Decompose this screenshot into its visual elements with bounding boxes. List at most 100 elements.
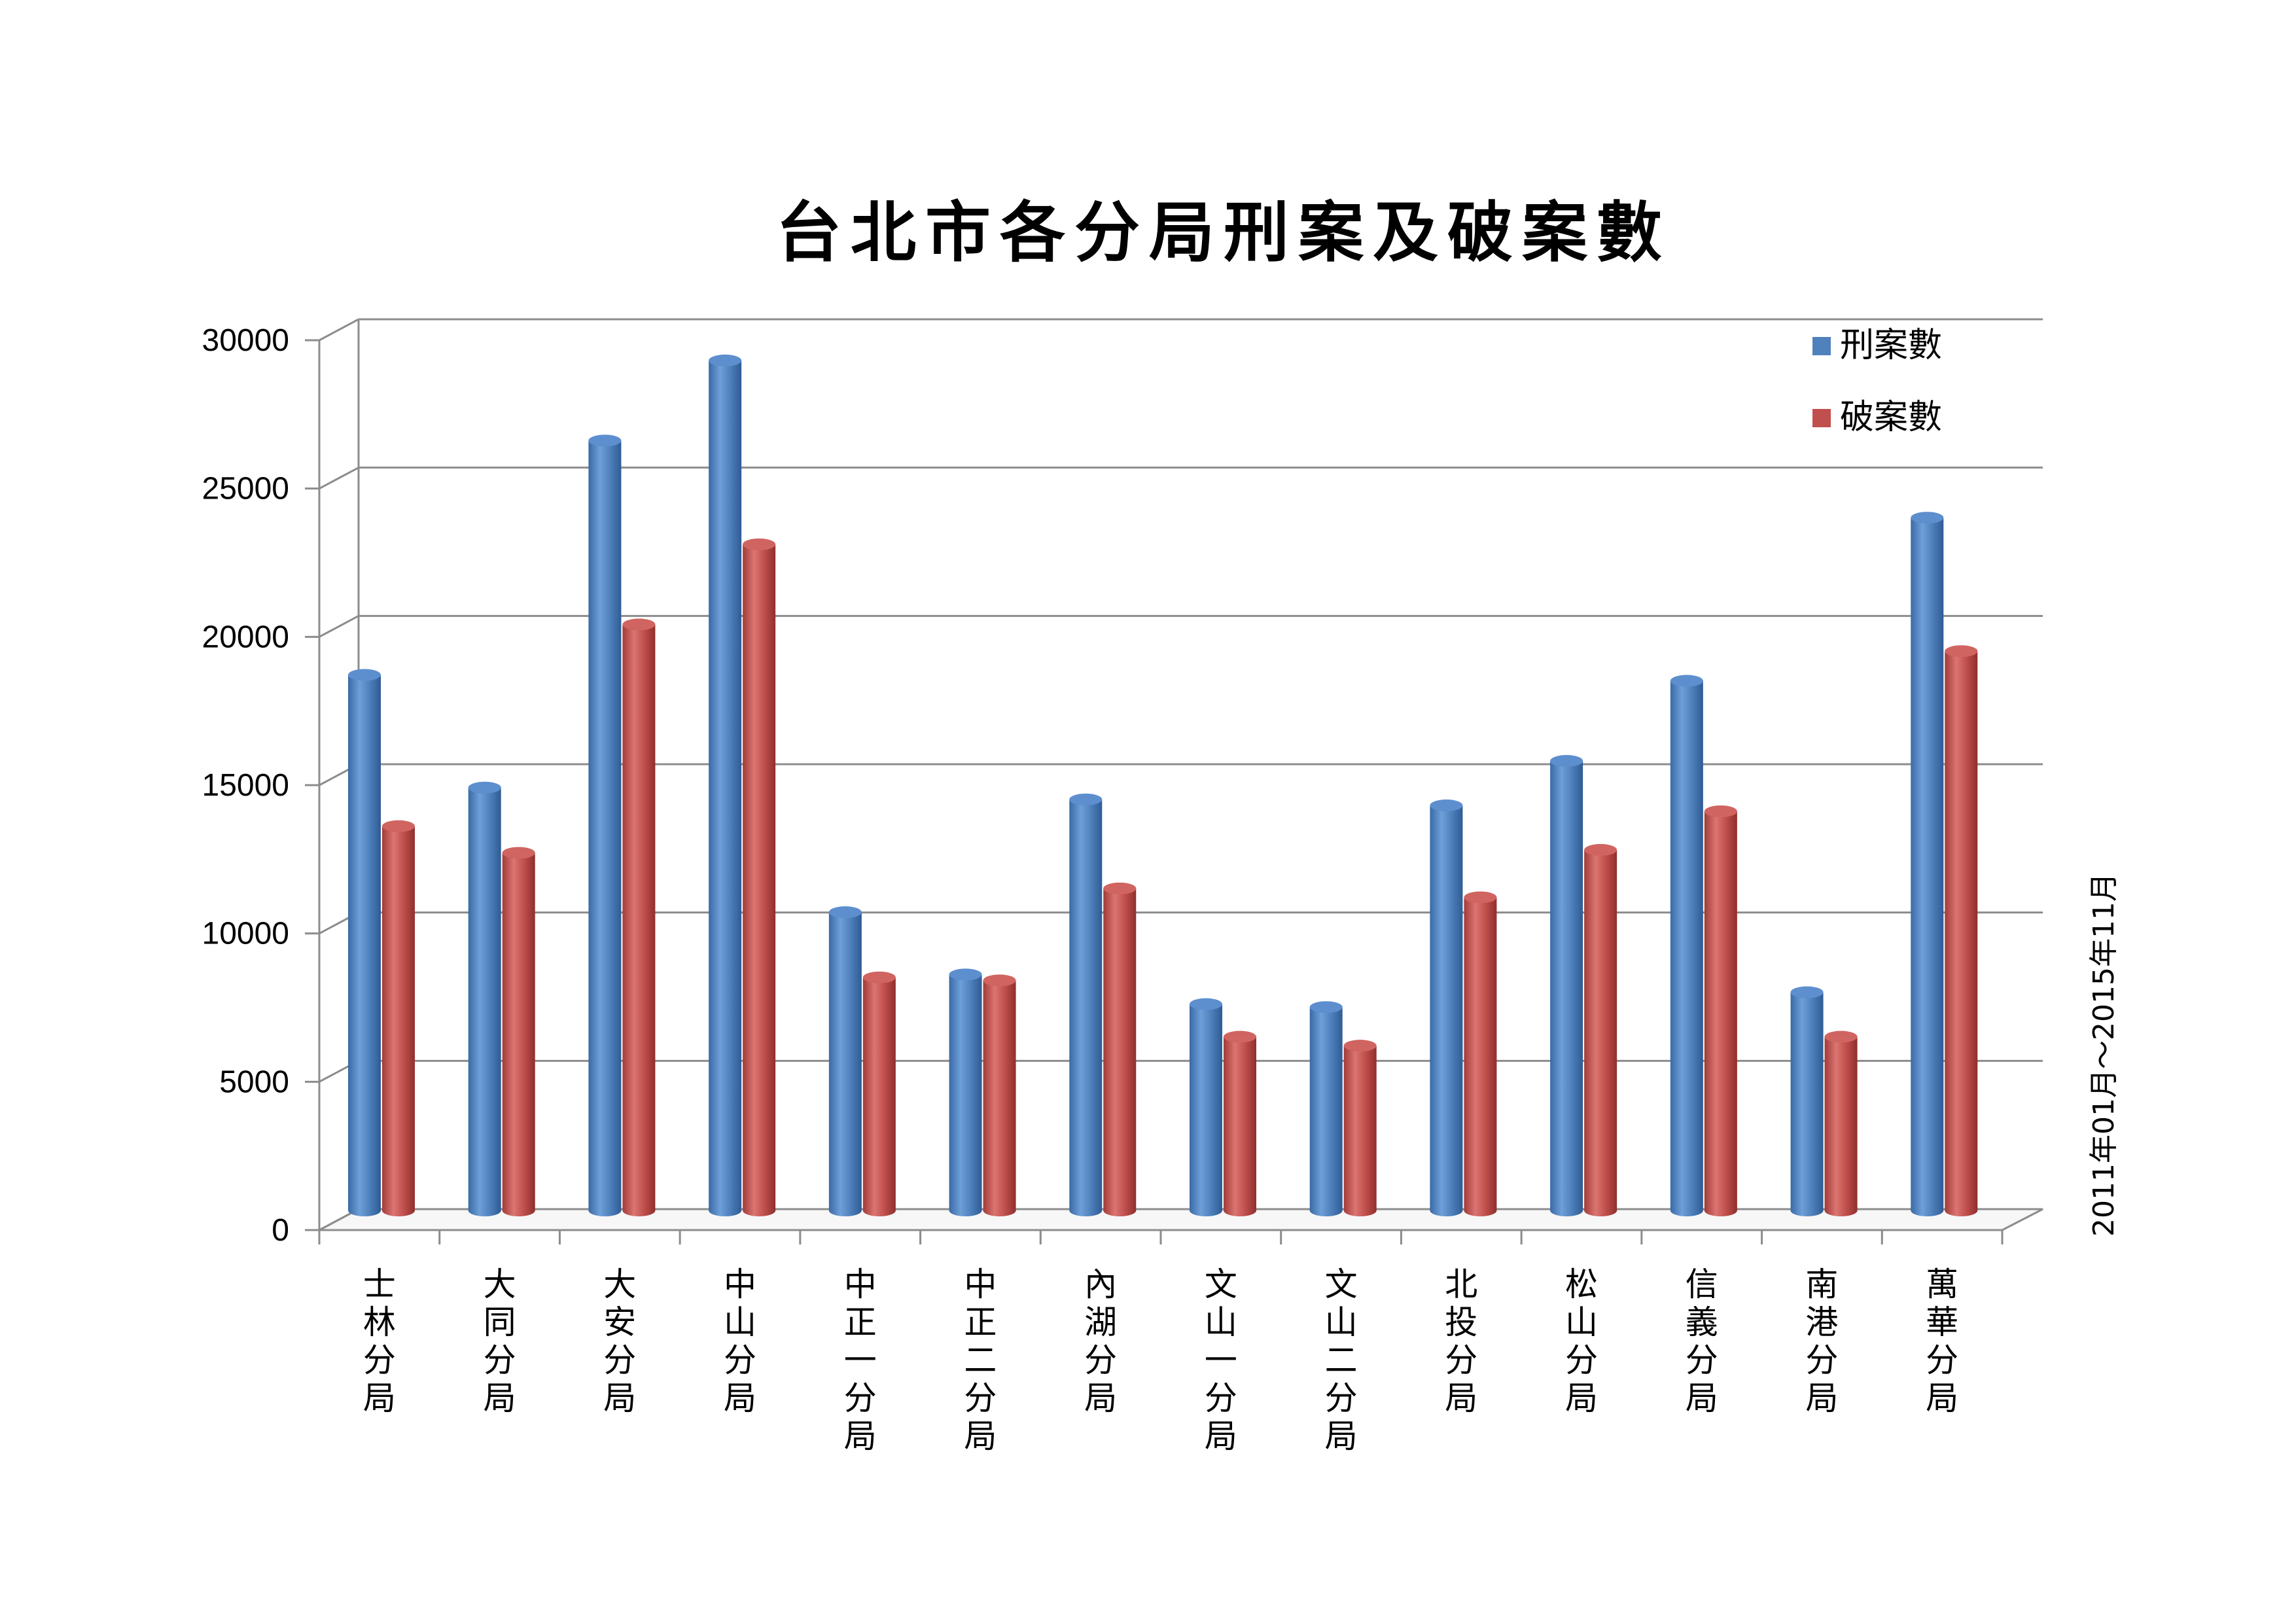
x-category-label: 局 [1325,1417,1358,1455]
legend-swatch [1812,337,1831,355]
bar-solved [622,624,656,1216]
bar-crime [1190,1004,1222,1216]
x-category-label: 分 [1205,1379,1237,1417]
x-category-label: 義 [1686,1303,1718,1341]
x-category-label: 林 [363,1303,396,1341]
gridline-depth [319,615,359,638]
y-tick-label: 0 [272,1213,289,1248]
axes [305,318,2043,1244]
x-category-label: 士 [363,1265,396,1303]
bar-crime [588,440,622,1217]
y-tick-label: 25000 [202,472,289,506]
bar-crime [1670,680,1703,1216]
bar-crime [828,912,862,1216]
x-category-label: 文 [1205,1265,1237,1303]
x-category-label: 內 [1084,1265,1117,1303]
bar-cap [862,971,896,983]
bar-cap [709,354,742,366]
x-category-label: 分 [844,1379,877,1417]
x-category-label: 同 [484,1303,516,1341]
x-category-label: 分 [363,1341,396,1379]
bar-solved [743,544,776,1216]
labels: 050001000015000200002500030000士林分局大同分局大安… [202,323,1959,1455]
legend-label: 破案數 [1840,398,1942,437]
bar-cap [1945,645,1978,658]
x-category-label: 大 [484,1265,516,1303]
date-range-note: 2011年01月～2015年11月 [2087,873,2121,1237]
x-category-label: 一 [844,1341,877,1379]
x-category-label: 局 [363,1379,396,1417]
bar-cap [1069,793,1103,805]
y-tick-label: 5000 [219,1065,289,1099]
x-category-label: 港 [1805,1303,1838,1341]
bar-solved [862,977,896,1216]
bar-solved [1824,1036,1858,1216]
bar-cap [1550,754,1583,767]
bar-cap [1584,843,1617,856]
bar-cap [1704,805,1737,817]
x-category-label: 中 [844,1265,877,1303]
x-category-label: 文 [1325,1265,1358,1303]
gridline-depth [319,467,359,489]
x-category-label: 局 [1686,1379,1718,1417]
y-tick-label: 10000 [202,917,289,951]
bar-cap [1190,998,1222,1010]
legend-label: 刑案數 [1840,326,1942,365]
x-category-label: 二 [1325,1341,1358,1379]
x-category-label: 分 [724,1341,756,1379]
bars [348,354,1978,1217]
bar-crime [1790,992,1824,1216]
bar-cap [382,820,415,832]
x-category-label: 正 [964,1303,997,1341]
x-category-label: 信 [1686,1265,1718,1303]
x-category-label: 分 [1565,1341,1598,1379]
bar-solved [1343,1046,1377,1216]
bar-crime [468,787,501,1216]
gridline-depth [319,318,359,342]
x-category-label: 一 [1205,1341,1237,1379]
bar-crime [1309,1007,1343,1216]
bar-crime [1911,518,1944,1217]
bar-solved [1224,1036,1256,1216]
bar-cap [1790,986,1824,998]
bar-cap [588,434,622,447]
bar-solved [1704,811,1737,1216]
x-category-label: 山 [724,1303,756,1341]
bar-solved [1945,651,1978,1216]
bar-cap [1911,512,1944,524]
bar-crime [1550,760,1583,1216]
bar-crime [1069,799,1103,1216]
x-category-label: 分 [1445,1341,1477,1379]
x-category-label: 二 [964,1341,997,1379]
x-category-label: 分 [603,1341,636,1379]
x-category-label: 投 [1445,1303,1477,1341]
y-tick-label: 15000 [202,768,289,803]
bar-cap [1309,1001,1343,1014]
x-category-label: 分 [964,1379,997,1417]
x-category-label: 北 [1445,1265,1477,1303]
x-category-label: 局 [1445,1379,1477,1417]
x-category-label: 山 [1205,1303,1237,1341]
x-category-label: 中 [724,1265,756,1303]
bar-solved [382,826,415,1216]
y-tick-label: 30000 [202,323,289,358]
x-category-label: 局 [1084,1379,1117,1417]
x-category-label: 山 [1565,1303,1598,1341]
bar-cap [949,968,982,981]
legend-swatch [1812,409,1831,427]
x-category-label: 局 [964,1417,997,1455]
x-category-label: 局 [1565,1379,1598,1417]
bar-cap [1343,1040,1377,1052]
bar-cap [622,618,656,631]
bar-crime [949,974,982,1216]
bar-solved [1584,849,1617,1216]
bar-solved [983,980,1016,1216]
x-category-label: 萬 [1926,1265,1958,1303]
x-category-label: 湖 [1084,1303,1117,1341]
bar-cap [743,538,776,550]
x-category-label: 分 [484,1341,516,1379]
x-category-label: 分 [1325,1379,1358,1417]
x-category-label: 局 [724,1379,756,1417]
x-category-label: 分 [1926,1341,1958,1379]
